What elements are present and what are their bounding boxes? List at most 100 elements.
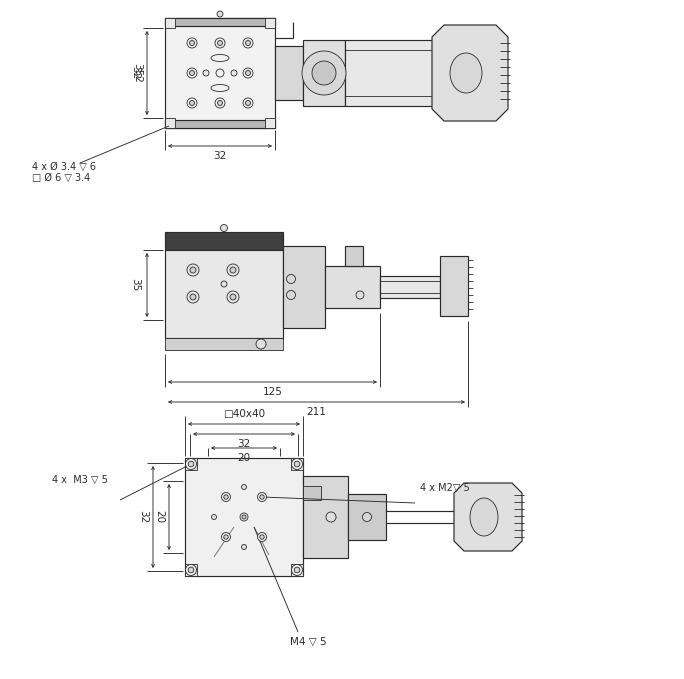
Circle shape bbox=[294, 461, 300, 466]
Circle shape bbox=[187, 264, 199, 276]
Text: 352: 352 bbox=[132, 63, 142, 83]
Text: □40x40: □40x40 bbox=[223, 409, 265, 419]
Circle shape bbox=[246, 71, 250, 75]
Bar bbox=[348, 494, 386, 540]
Circle shape bbox=[243, 38, 253, 48]
Bar bbox=[303, 486, 321, 500]
Bar bbox=[303, 476, 348, 558]
Polygon shape bbox=[454, 483, 522, 551]
Circle shape bbox=[257, 492, 267, 502]
Text: 35: 35 bbox=[130, 278, 140, 291]
Circle shape bbox=[211, 515, 217, 519]
Bar bbox=[165, 250, 283, 338]
Circle shape bbox=[221, 281, 227, 287]
Bar bbox=[185, 564, 197, 576]
Circle shape bbox=[260, 495, 264, 499]
Text: 20: 20 bbox=[237, 453, 250, 463]
Circle shape bbox=[224, 535, 228, 539]
Circle shape bbox=[227, 264, 239, 276]
Ellipse shape bbox=[211, 84, 229, 92]
Circle shape bbox=[291, 564, 302, 576]
Ellipse shape bbox=[450, 53, 482, 93]
Circle shape bbox=[243, 98, 253, 108]
Bar bbox=[165, 18, 175, 28]
Circle shape bbox=[224, 495, 228, 499]
Bar bbox=[345, 246, 363, 266]
Circle shape bbox=[240, 513, 248, 521]
Text: □ Ø 6 ▽ 3.4: □ Ø 6 ▽ 3.4 bbox=[32, 173, 90, 183]
Circle shape bbox=[246, 100, 250, 105]
Bar bbox=[303, 40, 345, 106]
Circle shape bbox=[187, 38, 197, 48]
Bar bbox=[291, 564, 303, 576]
Circle shape bbox=[185, 564, 196, 576]
Text: 4 x  M3 ▽ 5: 4 x M3 ▽ 5 bbox=[52, 475, 108, 485]
Circle shape bbox=[188, 567, 194, 573]
Bar bbox=[165, 338, 283, 350]
Bar bbox=[165, 120, 275, 128]
Bar bbox=[440, 256, 468, 316]
Bar bbox=[165, 232, 283, 250]
Circle shape bbox=[189, 100, 194, 105]
Bar bbox=[283, 246, 325, 328]
Bar bbox=[380, 276, 440, 298]
Text: 32: 32 bbox=[237, 439, 250, 449]
Circle shape bbox=[185, 458, 196, 469]
Circle shape bbox=[220, 225, 228, 232]
Circle shape bbox=[230, 294, 236, 300]
Circle shape bbox=[241, 485, 246, 490]
Circle shape bbox=[190, 267, 196, 273]
Circle shape bbox=[231, 70, 237, 76]
Circle shape bbox=[189, 41, 194, 45]
Circle shape bbox=[363, 513, 371, 521]
Text: 32: 32 bbox=[213, 151, 226, 161]
Circle shape bbox=[187, 98, 197, 108]
Circle shape bbox=[222, 532, 231, 541]
Bar bbox=[291, 458, 303, 470]
Circle shape bbox=[227, 291, 239, 303]
Bar bbox=[265, 118, 275, 128]
Circle shape bbox=[222, 492, 231, 502]
Bar bbox=[325, 266, 380, 308]
Circle shape bbox=[218, 41, 222, 45]
Circle shape bbox=[189, 71, 194, 75]
Text: 32: 32 bbox=[130, 67, 140, 79]
Circle shape bbox=[187, 291, 199, 303]
Bar bbox=[185, 458, 197, 470]
Circle shape bbox=[326, 512, 336, 522]
Circle shape bbox=[190, 294, 196, 300]
Circle shape bbox=[257, 532, 267, 541]
Circle shape bbox=[291, 458, 302, 469]
Circle shape bbox=[243, 68, 253, 78]
Circle shape bbox=[187, 68, 197, 78]
Text: M4 ▽ 5: M4 ▽ 5 bbox=[290, 637, 326, 647]
Circle shape bbox=[260, 535, 264, 539]
Text: 4 x Ø 3.4 ▽ 6: 4 x Ø 3.4 ▽ 6 bbox=[32, 162, 96, 172]
Bar bbox=[185, 458, 303, 576]
Circle shape bbox=[294, 567, 300, 573]
Text: 4 x M2▽ 5: 4 x M2▽ 5 bbox=[420, 483, 470, 493]
Bar bbox=[165, 18, 275, 128]
Bar bbox=[275, 46, 303, 100]
Circle shape bbox=[203, 70, 209, 76]
Circle shape bbox=[215, 38, 225, 48]
Text: 20: 20 bbox=[154, 511, 164, 524]
Circle shape bbox=[242, 515, 246, 519]
Circle shape bbox=[216, 69, 224, 77]
Circle shape bbox=[312, 61, 336, 85]
Text: 32: 32 bbox=[138, 511, 148, 524]
Text: 125: 125 bbox=[263, 387, 282, 397]
Ellipse shape bbox=[470, 498, 498, 536]
Ellipse shape bbox=[211, 54, 229, 62]
Circle shape bbox=[241, 545, 246, 549]
Circle shape bbox=[230, 267, 236, 273]
Text: 211: 211 bbox=[306, 407, 326, 417]
Bar bbox=[345, 40, 440, 106]
Circle shape bbox=[215, 98, 225, 108]
Bar bbox=[165, 18, 275, 26]
Circle shape bbox=[218, 100, 222, 105]
Circle shape bbox=[188, 461, 194, 466]
Circle shape bbox=[246, 41, 250, 45]
Bar bbox=[165, 118, 175, 128]
Circle shape bbox=[217, 11, 223, 17]
